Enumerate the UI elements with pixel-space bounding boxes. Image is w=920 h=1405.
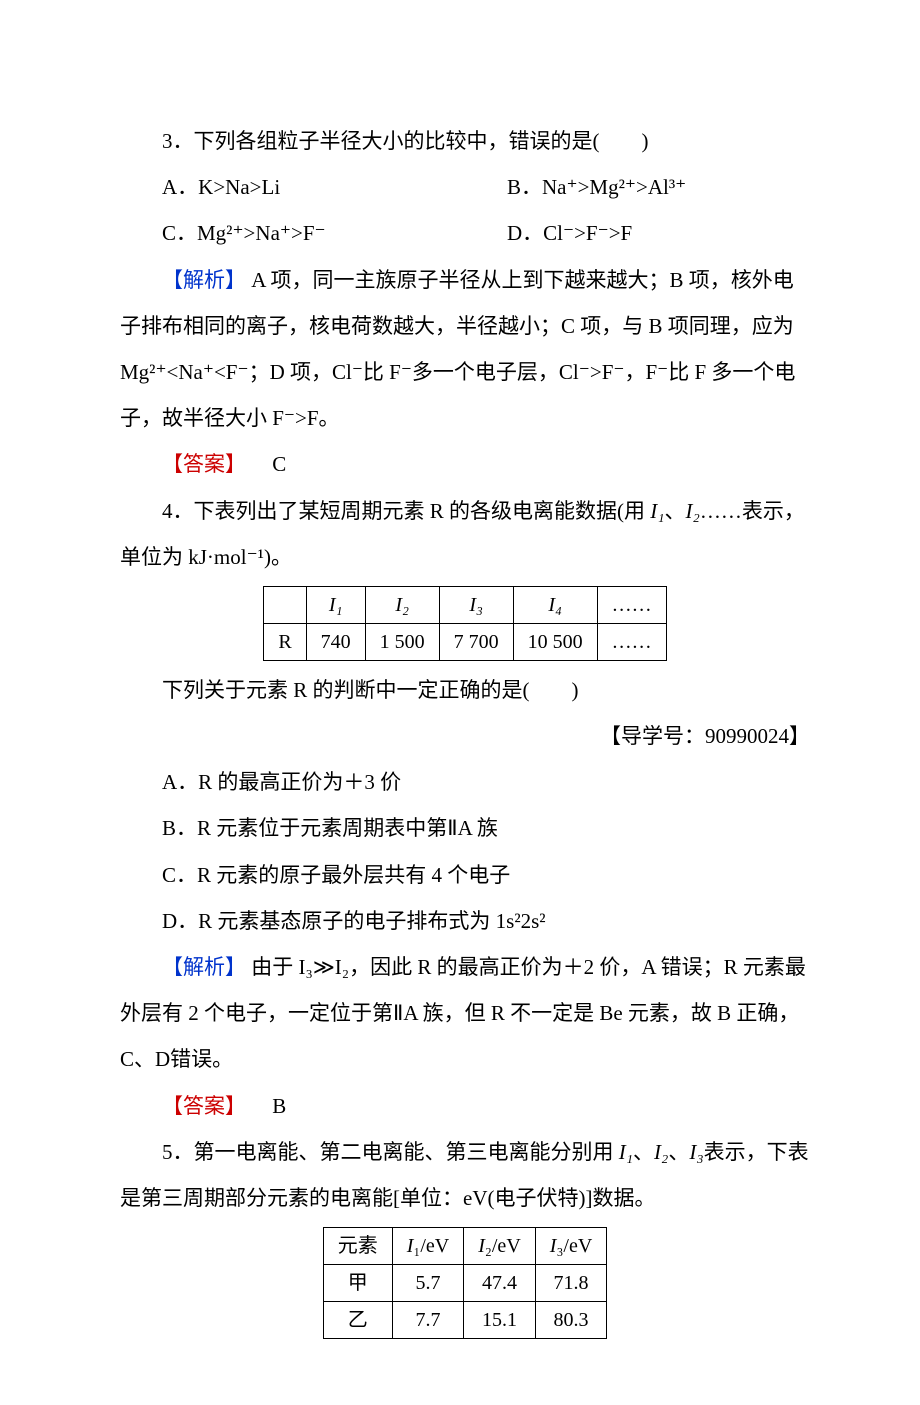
q5-table: 元素 I₁/eV I₂/eV I₃/eV 甲 5.7 47.4 71.8 乙 7… [323,1227,608,1339]
q5-th-element: 元素 [323,1228,392,1265]
q4-i2: I₂ [686,499,700,523]
q5-stem: 5．第一电离能、第二电离能、第三电离能分别用 I₁、I₂、I₃表示，下表是第三周… [120,1129,810,1221]
q5-cell: 15.1 [464,1302,536,1339]
q5-cell: 甲 [323,1265,392,1302]
q5-cell: 80.3 [535,1302,607,1339]
q5-i3: I₃ [689,1140,703,1164]
q5-cell: 71.8 [535,1265,607,1302]
q5-cell: 47.4 [464,1265,536,1302]
q4-th-dots: …… [597,586,666,623]
analysis-label: 【解析】 [162,268,246,292]
q3-option-c: C．Mg²⁺>Na⁺>F⁻ [120,210,465,256]
q4-after-table: 下列关于元素 R 的判断中一定正确的是( ) [120,667,810,713]
q4-cell: 7 700 [439,623,513,660]
q4-table: I₁ I₂ I₃ I₄ …… R 740 1 500 7 700 10 500 … [263,586,666,661]
table-row: I₁ I₂ I₃ I₄ …… [264,586,666,623]
q4-answer-value: B [251,1094,286,1118]
q4-row-label: R [264,623,306,660]
q4-analysis: 【解析】 由于 I₃≫I₂，因此 R 的最高正价为＋2 价，A 错误；R 元素最… [120,944,810,1083]
q4-answer: 【答案】 B [120,1083,810,1129]
q5-th-i3: I₃/eV [535,1228,607,1265]
q3-options-row2: C．Mg²⁺>Na⁺>F⁻ D．Cl⁻>F⁻>F [120,210,810,256]
q5-cell: 7.7 [392,1302,464,1339]
q3-stem: 3．下列各组粒子半径大小的比较中，错误的是( ) [120,118,810,164]
q4-option-b: B．R 元素位于元素周期表中第ⅡA 族 [120,805,810,851]
q5-th-i1: I₁/eV [392,1228,464,1265]
answer-label: 【答案】 [162,1094,246,1118]
table-row: 元素 I₁/eV I₂/eV I₃/eV [323,1228,607,1265]
q4-i1: I₁ [650,499,664,523]
q3-option-a: A．K>Na>Li [120,164,465,210]
q3-answer: 【答案】 C [120,441,810,487]
q5-stem-part1: 5．第一电离能、第二电离能、第三电离能分别用 [162,1140,619,1164]
q5-sep1: 、 [633,1140,654,1164]
q5-sep2: 、 [668,1140,689,1164]
q4-cell: 10 500 [513,623,597,660]
q5-i1: I₁ [619,1140,633,1164]
q5-i2: I₂ [654,1140,668,1164]
answer-label: 【答案】 [162,452,246,476]
q5-th-i2: I₂/eV [464,1228,536,1265]
q4-cell: 1 500 [365,623,439,660]
q4-stem-part1: 4．下表列出了某短周期元素 R 的各级电离能数据(用 [162,499,650,523]
q4-th-i3: I₃ [439,586,513,623]
q4-cell: 740 [306,623,365,660]
q4-guide-number: 【导学号：90990024】 [120,713,810,759]
q3-options-row1: A．K>Na>Li B．Na⁺>Mg²⁺>Al³⁺ [120,164,810,210]
q4-th-i1: I₁ [306,586,365,623]
table-row: R 740 1 500 7 700 10 500 …… [264,623,666,660]
q3-option-b: B．Na⁺>Mg²⁺>Al³⁺ [465,164,810,210]
q3-answer-value: C [251,452,286,476]
q4-option-a: A．R 的最高正价为＋3 价 [120,759,810,805]
q5-cell: 5.7 [392,1265,464,1302]
q4-option-d: D．R 元素基态原子的电子排布式为 1s²2s² [120,898,810,944]
q4-th-i2: I₂ [365,586,439,623]
q4-th-i4: I₄ [513,586,597,623]
table-row: 乙 7.7 15.1 80.3 [323,1302,607,1339]
q4-cell: …… [597,623,666,660]
q3-option-d: D．Cl⁻>F⁻>F [465,210,810,256]
table-row: 甲 5.7 47.4 71.8 [323,1265,607,1302]
q4-sep: 、 [665,499,686,523]
document-page: 3．下列各组粒子半径大小的比较中，错误的是( ) A．K>Na>Li B．Na⁺… [0,0,920,1405]
q4-option-c: C．R 元素的原子最外层共有 4 个电子 [120,852,810,898]
analysis-label: 【解析】 [162,955,246,979]
q5-cell: 乙 [323,1302,392,1339]
q3-analysis: 【解析】 A 项，同一主族原子半径从上到下越来越大；B 项，核外电子排布相同的离… [120,257,810,442]
q4-th-blank [264,586,306,623]
q4-stem: 4．下表列出了某短周期元素 R 的各级电离能数据(用 I₁、I₂……表示，单位为… [120,488,810,580]
